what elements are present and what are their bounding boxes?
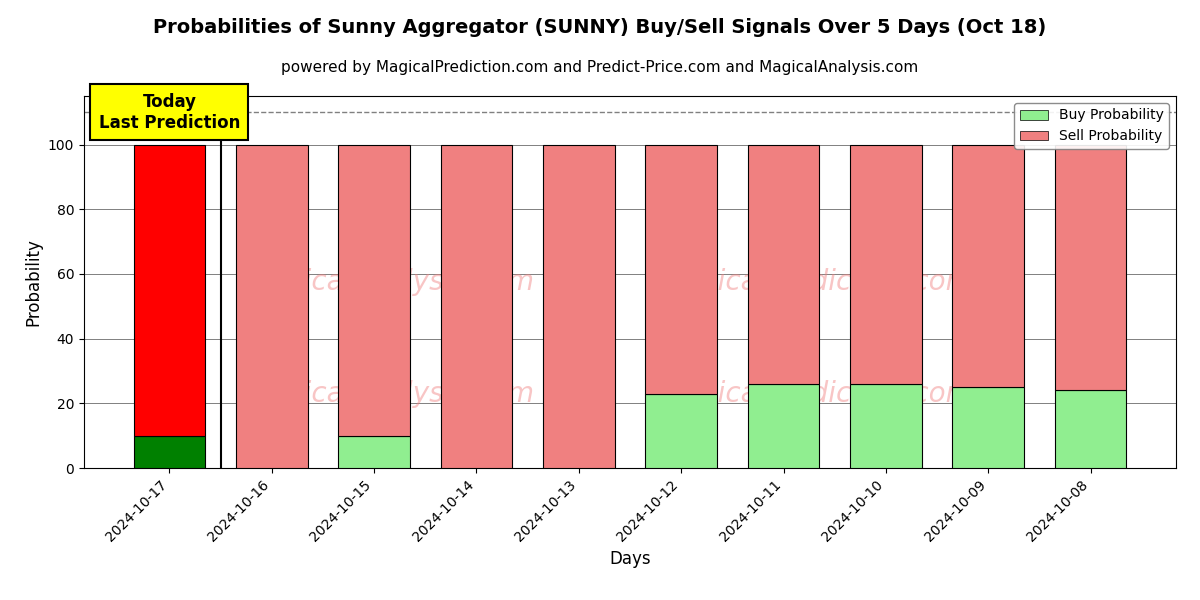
Bar — [133, 145, 205, 436]
Bar — [953, 387, 1024, 468]
X-axis label: Days: Days — [610, 550, 650, 568]
Legend: Buy Probability, Sell Probability: Buy Probability, Sell Probability — [1014, 103, 1169, 149]
Text: MagicalAnalysis.com: MagicalAnalysis.com — [245, 268, 534, 296]
Bar — [748, 384, 820, 468]
Text: Today
Last Prediction: Today Last Prediction — [98, 93, 240, 131]
Bar — [133, 436, 205, 468]
Text: MagicalAnalysis.com: MagicalAnalysis.com — [245, 380, 534, 407]
Text: MagicalPrediction.com: MagicalPrediction.com — [659, 380, 972, 407]
Bar — [440, 145, 512, 468]
Bar — [748, 145, 820, 384]
Bar — [850, 384, 922, 468]
Bar — [646, 394, 716, 468]
Bar — [236, 145, 307, 468]
Bar — [338, 145, 410, 436]
Bar — [1055, 145, 1127, 391]
Bar — [646, 145, 716, 394]
Text: Probabilities of Sunny Aggregator (SUNNY) Buy/Sell Signals Over 5 Days (Oct 18): Probabilities of Sunny Aggregator (SUNNY… — [154, 18, 1046, 37]
Bar — [1055, 391, 1127, 468]
Bar — [953, 145, 1024, 387]
Text: MagicalPrediction.com: MagicalPrediction.com — [659, 268, 972, 296]
Text: powered by MagicalPrediction.com and Predict-Price.com and MagicalAnalysis.com: powered by MagicalPrediction.com and Pre… — [281, 60, 919, 75]
Bar — [544, 145, 614, 468]
Bar — [850, 145, 922, 384]
Y-axis label: Probability: Probability — [24, 238, 42, 326]
Bar — [338, 436, 410, 468]
